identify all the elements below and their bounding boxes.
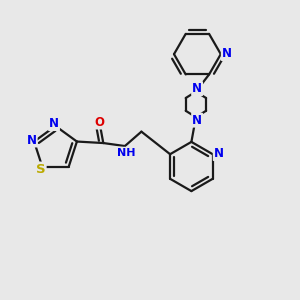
Text: N: N: [27, 134, 37, 146]
Text: N: N: [214, 147, 224, 160]
Text: S: S: [36, 163, 46, 176]
Text: O: O: [95, 116, 105, 128]
Text: N: N: [192, 82, 202, 95]
Text: N: N: [222, 47, 232, 60]
Text: NH: NH: [116, 148, 135, 158]
Text: N: N: [192, 114, 202, 127]
Text: N: N: [49, 117, 59, 130]
